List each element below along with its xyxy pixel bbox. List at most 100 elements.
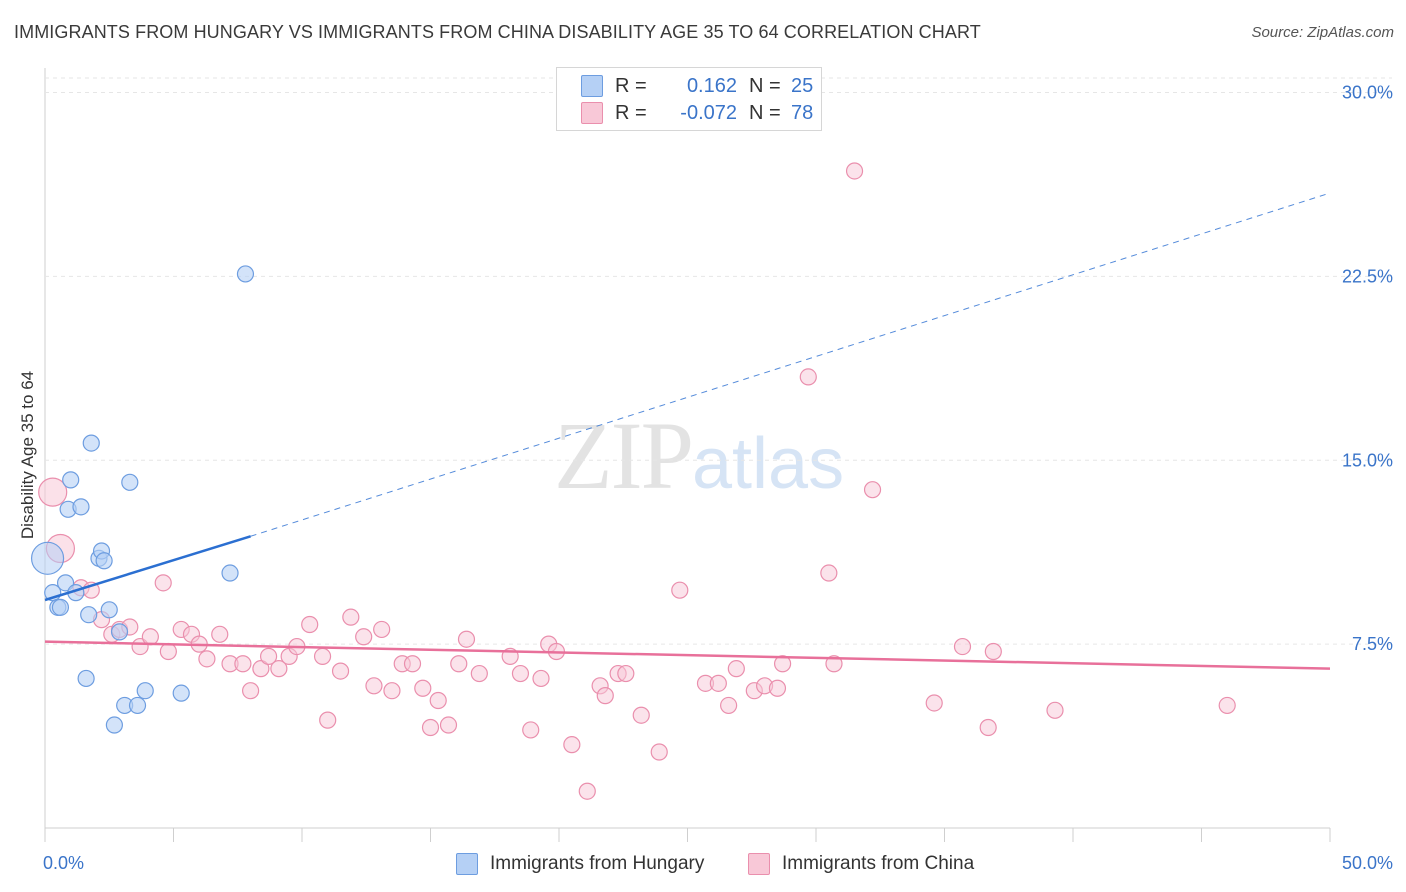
- bottom-china-label: Immigrants from China: [782, 853, 975, 874]
- hungary-r-value: 0.162: [686, 74, 737, 97]
- hungary-point: [100, 601, 118, 619]
- china-point: [984, 642, 1002, 661]
- china-point: [331, 662, 350, 680]
- hungary-point: [62, 471, 80, 489]
- china-point: [522, 721, 540, 739]
- y-tick-label: 22.5%: [1342, 266, 1393, 286]
- correlation-legend: R = 0.162 N = 25 R = -0.072 N = 78: [556, 67, 822, 131]
- hungary-point: [121, 473, 139, 491]
- china-point: [198, 650, 216, 668]
- china-point: [617, 664, 635, 683]
- hungary-point: [172, 684, 190, 702]
- hungary-trend-line: [44, 535, 251, 602]
- watermark-zip: ZIP: [554, 402, 694, 509]
- china-point: [429, 691, 447, 710]
- china-point: [532, 669, 550, 688]
- hungary-point: [30, 541, 65, 575]
- bottom-china-swatch: [748, 853, 770, 875]
- china-point: [820, 564, 838, 582]
- china-point: [632, 706, 650, 724]
- y-tick-label: 15.0%: [1342, 450, 1393, 470]
- china-point: [979, 718, 997, 737]
- china-point: [141, 628, 159, 646]
- china-point: [773, 655, 792, 673]
- hungary-point: [136, 682, 154, 700]
- china-point: [421, 718, 440, 737]
- china-point: [709, 674, 727, 692]
- hungary-point: [236, 265, 255, 283]
- hungary-r-label: R =: [615, 74, 647, 97]
- china-point: [414, 679, 432, 697]
- hungary-trend-extension: [250, 192, 1331, 537]
- china-point: [470, 664, 488, 683]
- bottom-legend-hungary: Immigrants from Hungary: [456, 852, 704, 876]
- hungary-point: [82, 434, 100, 452]
- watermark-atlas: atlas: [692, 424, 845, 504]
- china-point: [242, 682, 260, 700]
- china-point: [825, 655, 843, 673]
- hungary-point: [128, 696, 147, 715]
- hungary-point: [221, 564, 239, 582]
- china-point: [38, 477, 68, 507]
- china-point: [953, 637, 972, 656]
- china-point: [355, 628, 373, 646]
- china-point: [768, 679, 787, 697]
- hungary-swatch: [581, 75, 603, 97]
- x-tick-label: 0.0%: [43, 853, 84, 873]
- china-point: [234, 655, 252, 673]
- x-tick-label: 50.0%: [1342, 853, 1393, 873]
- china-r-value: -0.072: [680, 101, 737, 124]
- china-point: [845, 162, 864, 180]
- bottom-hungary-label: Immigrants from Hungary: [490, 853, 705, 874]
- hungary-point: [105, 716, 123, 734]
- hungary-point: [72, 498, 90, 516]
- china-point: [159, 642, 177, 661]
- china-point: [403, 655, 422, 673]
- china-point: [342, 608, 360, 626]
- hungary-n-label: N =: [749, 74, 781, 97]
- source-label: Source: ZipAtlas.com: [1251, 24, 1394, 41]
- china-point: [799, 368, 817, 386]
- china-point: [511, 664, 530, 683]
- china-swatch: [581, 102, 603, 124]
- china-point: [365, 677, 383, 695]
- china-point: [154, 574, 172, 592]
- china-point: [259, 647, 278, 665]
- china-point: [211, 625, 229, 643]
- y-tick-label: 30.0%: [1342, 83, 1393, 103]
- china-point: [925, 694, 943, 712]
- hungary-point: [95, 552, 113, 570]
- bottom-hungary-swatch: [456, 853, 478, 875]
- china-point: [313, 647, 332, 665]
- china-point: [863, 481, 882, 499]
- china-point: [720, 696, 738, 715]
- china-point: [578, 782, 596, 800]
- hungary-point: [51, 598, 70, 616]
- china-n-label: N =: [749, 101, 781, 124]
- watermark: ZIPatlas: [554, 400, 844, 511]
- legend-row-hungary: R = 0.162 N = 25: [581, 74, 813, 98]
- china-point: [383, 682, 401, 700]
- y-tick-label: 7.5%: [1352, 634, 1393, 654]
- china-point: [457, 630, 476, 648]
- china-point: [596, 687, 614, 705]
- chart-title: IMMIGRANTS FROM HUNGARY VS IMMIGRANTS FR…: [14, 22, 981, 42]
- china-point: [563, 736, 581, 754]
- china-point: [373, 620, 391, 639]
- china-point: [319, 711, 337, 729]
- hungary-point: [77, 669, 95, 688]
- hungary-point: [110, 623, 129, 641]
- china-point: [1046, 701, 1064, 719]
- china-point: [727, 660, 745, 678]
- hungary-n-value: 25: [791, 74, 814, 97]
- china-point: [671, 581, 689, 599]
- china-point: [450, 655, 468, 673]
- legend-row-china: R = -0.072 N = 78: [581, 101, 813, 125]
- china-point: [252, 660, 270, 678]
- china-point: [301, 615, 319, 634]
- bottom-legend-china: Immigrants from China: [748, 852, 974, 876]
- china-n-value: 78: [791, 101, 814, 124]
- china-point: [1218, 696, 1236, 715]
- china-trend-line: [44, 640, 1331, 670]
